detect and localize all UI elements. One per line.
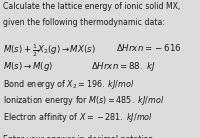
Text: Electron affinity of $X = -281.\ kJ/mol$: Electron affinity of $X = -281.\ kJ/mol$ bbox=[3, 111, 153, 124]
Text: Bond energy of $X_2 = 196.\ kJ/mol$: Bond energy of $X_2 = 196.\ kJ/mol$ bbox=[3, 78, 135, 91]
Text: $\Delta Hrxn = -616$: $\Delta Hrxn = -616$ bbox=[116, 42, 182, 53]
Text: Calculate the lattice energy of ionic solid MX,: Calculate the lattice energy of ionic so… bbox=[3, 2, 180, 11]
Text: given the following thermodynamic data:: given the following thermodynamic data: bbox=[3, 18, 165, 27]
Text: Enter your answer in decimal notation,: Enter your answer in decimal notation, bbox=[3, 135, 156, 138]
Text: $\Delta Hrxn = 88.\ kJ$: $\Delta Hrxn = 88.\ kJ$ bbox=[91, 60, 156, 73]
Text: Ionization energy for $M(s) = 485.\ kJ/mol$: Ionization energy for $M(s) = 485.\ kJ/m… bbox=[3, 94, 164, 107]
Text: $M(s) \rightarrow M(g)$: $M(s) \rightarrow M(g)$ bbox=[3, 60, 53, 73]
Text: $M(s) + \frac{1}{2}X_2(g) \rightarrow MX(s)$: $M(s) + \frac{1}{2}X_2(g) \rightarrow MX… bbox=[3, 42, 96, 59]
